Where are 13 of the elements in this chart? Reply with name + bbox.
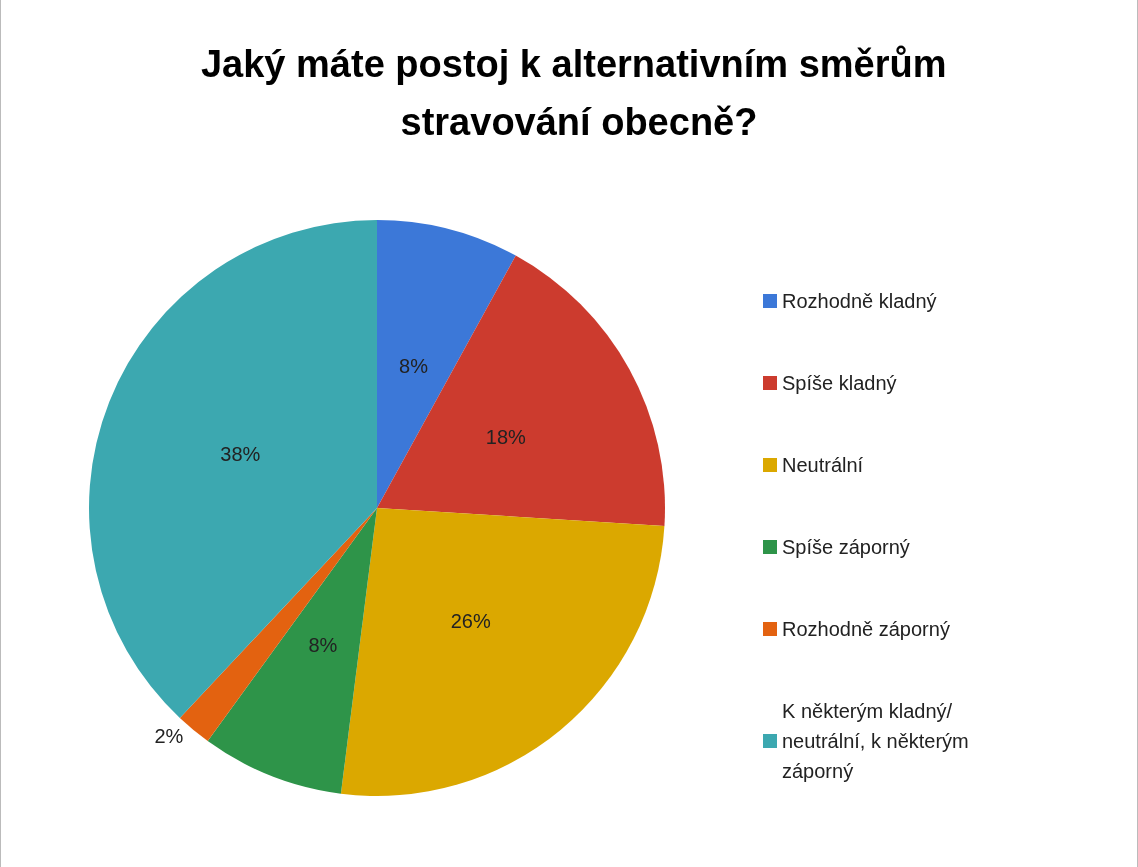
legend-label: Neutrální xyxy=(782,454,864,476)
data-label: 26% xyxy=(450,610,491,633)
data-label: 8% xyxy=(308,633,338,656)
data-label: 8% xyxy=(399,354,429,377)
data-label: 38% xyxy=(220,442,261,465)
legend-label: K některým kladný/neutrální, k některým záporný xyxy=(782,700,975,782)
legend-label: Spíše kladný xyxy=(782,372,897,394)
legend-label: Spíše záporný xyxy=(782,536,910,558)
chart-title: Jaký máte postoj k alternativním směrům stravování obecně? xyxy=(200,43,958,143)
legend-label: Rozhodně záporný xyxy=(782,618,950,640)
legend-label: Rozhodně kladný xyxy=(782,290,937,312)
data-label: 2% xyxy=(154,725,184,748)
data-label: 18% xyxy=(485,426,527,449)
